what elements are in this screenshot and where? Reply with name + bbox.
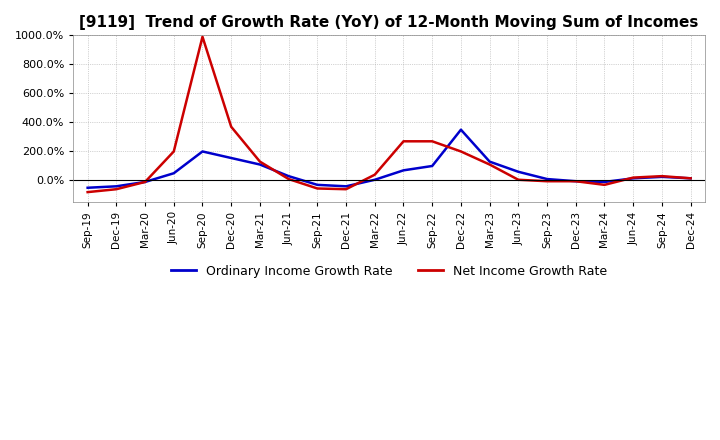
Line: Ordinary Income Growth Rate: Ordinary Income Growth Rate <box>88 130 690 188</box>
Line: Net Income Growth Rate: Net Income Growth Rate <box>88 37 690 192</box>
Net Income Growth Rate <box>399 139 408 144</box>
Net Income Growth Rate <box>342 187 351 192</box>
Ordinary Income Growth Rate <box>572 179 580 184</box>
Title: [9119]  Trend of Growth Rate (YoY) of 12-Month Moving Sum of Incomes: [9119] Trend of Growth Rate (YoY) of 12-… <box>79 15 699 30</box>
Net Income Growth Rate <box>256 159 264 164</box>
Ordinary Income Growth Rate <box>256 162 264 167</box>
Net Income Growth Rate <box>284 176 293 182</box>
Legend: Ordinary Income Growth Rate, Net Income Growth Rate: Ordinary Income Growth Rate, Net Income … <box>166 260 612 283</box>
Net Income Growth Rate <box>543 179 552 184</box>
Ordinary Income Growth Rate <box>84 185 92 191</box>
Net Income Growth Rate <box>140 180 149 185</box>
Net Income Growth Rate <box>485 162 494 167</box>
Ordinary Income Growth Rate <box>227 155 235 161</box>
Net Income Growth Rate <box>686 176 695 181</box>
Net Income Growth Rate <box>572 179 580 184</box>
Net Income Growth Rate <box>514 177 523 183</box>
Ordinary Income Growth Rate <box>543 176 552 182</box>
Ordinary Income Growth Rate <box>198 149 207 154</box>
Net Income Growth Rate <box>657 173 666 179</box>
Net Income Growth Rate <box>629 175 637 180</box>
Net Income Growth Rate <box>456 149 465 154</box>
Ordinary Income Growth Rate <box>140 180 149 185</box>
Net Income Growth Rate <box>84 190 92 195</box>
Ordinary Income Growth Rate <box>342 183 351 189</box>
Net Income Growth Rate <box>313 186 322 191</box>
Net Income Growth Rate <box>371 172 379 177</box>
Net Income Growth Rate <box>198 34 207 40</box>
Ordinary Income Growth Rate <box>112 183 121 189</box>
Ordinary Income Growth Rate <box>313 182 322 187</box>
Ordinary Income Growth Rate <box>657 174 666 180</box>
Ordinary Income Growth Rate <box>399 168 408 173</box>
Ordinary Income Growth Rate <box>456 127 465 132</box>
Ordinary Income Growth Rate <box>284 173 293 179</box>
Ordinary Income Growth Rate <box>485 159 494 164</box>
Net Income Growth Rate <box>169 149 178 154</box>
Net Income Growth Rate <box>600 182 609 187</box>
Net Income Growth Rate <box>428 139 436 144</box>
Ordinary Income Growth Rate <box>514 169 523 174</box>
Ordinary Income Growth Rate <box>428 163 436 169</box>
Ordinary Income Growth Rate <box>169 171 178 176</box>
Ordinary Income Growth Rate <box>686 176 695 181</box>
Net Income Growth Rate <box>112 187 121 192</box>
Ordinary Income Growth Rate <box>629 176 637 181</box>
Net Income Growth Rate <box>227 124 235 129</box>
Ordinary Income Growth Rate <box>371 177 379 183</box>
Ordinary Income Growth Rate <box>600 180 609 185</box>
